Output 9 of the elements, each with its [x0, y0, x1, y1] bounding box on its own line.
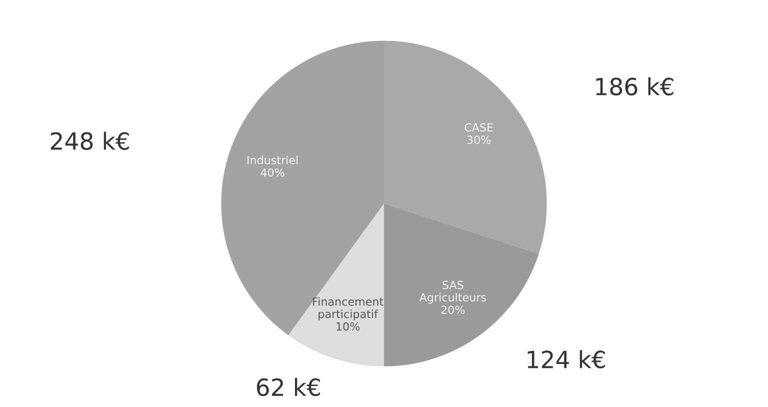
slice-label: SAS Agriculteurs 20% — [419, 280, 486, 314]
data-label: 186 k€ — [596, 77, 674, 96]
data-label: 62 k€ — [256, 378, 320, 396]
slice-label: Financement participatif 10% — [313, 297, 384, 331]
data-label: 124 k€ — [528, 350, 605, 368]
slice-label: CASE 30% — [464, 123, 493, 144]
slice-label: Industriel 40% — [248, 156, 298, 177]
pie-slice — [288, 204, 384, 366]
data-label: 248 k€ — [50, 132, 129, 150]
